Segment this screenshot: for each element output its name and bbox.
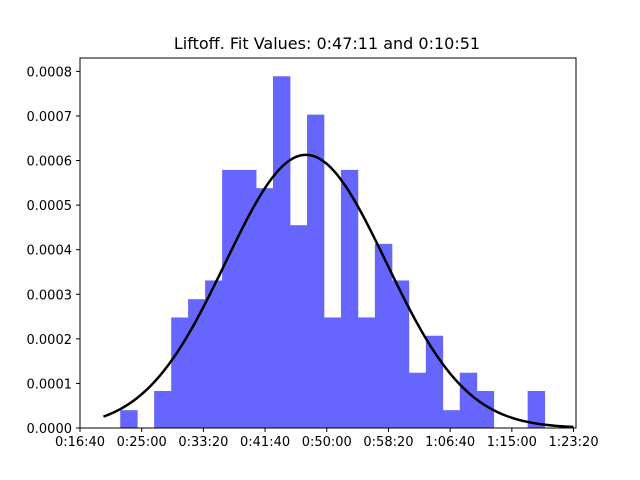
histogram-bar bbox=[289, 225, 308, 428]
histogram-bar bbox=[408, 372, 427, 428]
histogram-bar bbox=[222, 169, 240, 428]
histogram-bar bbox=[442, 410, 461, 428]
histogram-bar bbox=[391, 280, 410, 428]
histogram-bar bbox=[272, 76, 291, 429]
x-tick-label: 0:16:40 bbox=[55, 435, 105, 450]
histogram-bar bbox=[323, 317, 342, 428]
y-tick-label: 0.0000 bbox=[27, 422, 73, 437]
y-tick-label: 0.0002 bbox=[27, 333, 73, 348]
histogram-bar bbox=[307, 114, 325, 429]
plot-frame bbox=[79, 57, 577, 429]
histogram-bar bbox=[239, 169, 257, 428]
x-tick-label: 1:15:00 bbox=[487, 435, 537, 450]
y-tick-label: 0.0006 bbox=[27, 155, 73, 170]
x-tick-label: 1:23:20 bbox=[548, 435, 598, 450]
x-tick-label: 0:58:20 bbox=[363, 435, 413, 450]
histogram-bar bbox=[459, 372, 478, 428]
y-tick-label: 0.0007 bbox=[27, 110, 73, 125]
y-tick-label: 0.0001 bbox=[27, 377, 73, 392]
x-tick-label: 0:33:20 bbox=[178, 435, 228, 450]
histogram-bar bbox=[374, 243, 393, 428]
histogram-bar bbox=[154, 391, 172, 428]
histogram-bar bbox=[340, 169, 359, 428]
x-tick-label: 1:06:40 bbox=[425, 435, 475, 450]
y-axis: 0.0000 0.0001 0.0002 0.0003 0.0004 0.0005 0.00… bbox=[27, 65, 80, 437]
y-tick-label: 0.0004 bbox=[27, 244, 73, 259]
x-axis: 0:16:40 0:25:00 0:33:20 0:41:40 0:50:00 0:58:… bbox=[55, 428, 599, 450]
histogram-bars bbox=[120, 76, 546, 429]
fit-curve bbox=[103, 153, 574, 429]
histogram-bar bbox=[425, 335, 444, 428]
histogram-bar bbox=[527, 391, 546, 428]
histogram-bar bbox=[256, 188, 274, 428]
y-tick-label: 0.0003 bbox=[27, 288, 73, 303]
histogram-bar bbox=[120, 410, 138, 428]
histogram-bar bbox=[171, 317, 189, 428]
histogram-bar bbox=[205, 280, 223, 428]
histogram-bar bbox=[188, 299, 206, 428]
x-tick-label: 0:50:00 bbox=[302, 435, 352, 450]
x-tick-label: 0:25:00 bbox=[117, 435, 167, 450]
y-tick-label: 0.0008 bbox=[27, 65, 73, 80]
chart-title: Liftoff. Fit Values: 0:47:11 and 0:10:51 bbox=[174, 34, 480, 53]
x-tick-label: 0:41:40 bbox=[240, 435, 290, 450]
histogram-bar bbox=[476, 391, 495, 428]
histogram-bar bbox=[357, 317, 376, 428]
y-tick-label: 0.0005 bbox=[27, 199, 73, 214]
